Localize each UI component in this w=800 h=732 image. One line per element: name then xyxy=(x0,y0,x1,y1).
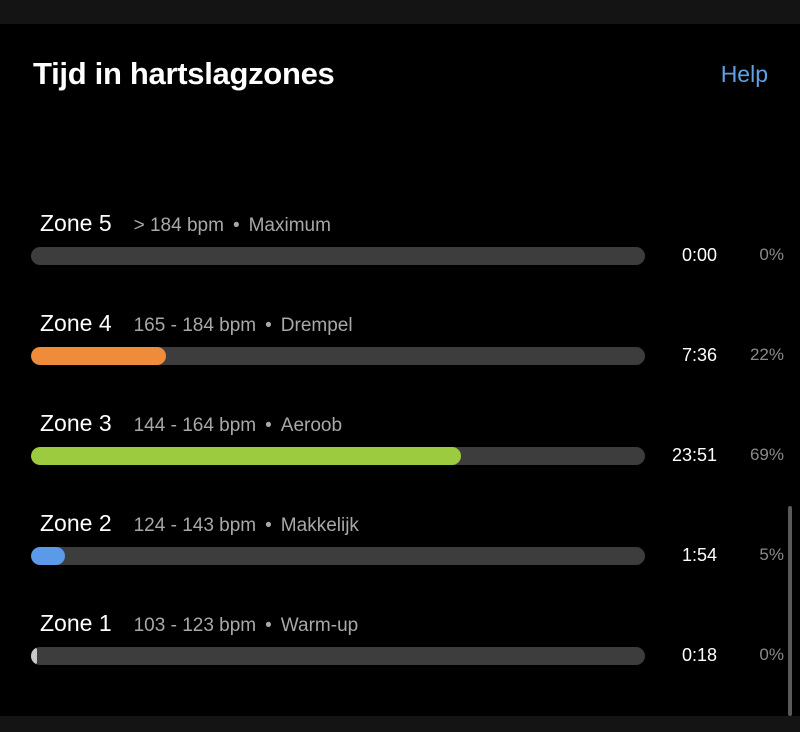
zone-label: Aeroob xyxy=(280,415,343,436)
zone-progress-fill xyxy=(31,347,166,365)
zone-percent: 69% xyxy=(749,445,784,464)
zone-header: Zone 3 144 - 164 bpm • Aeroob xyxy=(40,410,342,440)
bullet-separator: • xyxy=(232,215,240,236)
zone-name: Zone 1 xyxy=(40,610,112,636)
zone-progress-track xyxy=(31,547,645,565)
zone-header: Zone 4 165 - 184 bpm • Drempel xyxy=(40,310,353,340)
bullet-separator: • xyxy=(265,415,272,436)
zone-row-2: Zone 2 124 - 143 bpm • Makkelijk 1:54 5% xyxy=(0,510,800,600)
zone-progress-fill xyxy=(31,647,37,665)
zone-header: Zone 5 > 184 bpm • Maximum xyxy=(40,210,331,240)
bullet-separator: • xyxy=(265,615,272,636)
zone-row-5: Zone 5 > 184 bpm • Maximum 0:00 0% xyxy=(0,210,800,300)
zone-time: 23:51 xyxy=(671,445,717,465)
zone-progress-track xyxy=(31,647,645,665)
zone-label: Drempel xyxy=(280,315,353,336)
zone-bpm-range: 124 - 143 bpm xyxy=(133,515,257,536)
zone-time: 7:36 xyxy=(681,345,717,365)
zone-time: 0:00 xyxy=(681,245,717,265)
zone-header: Zone 1 103 - 123 bpm • Warm-up xyxy=(40,610,358,640)
zone-percent: 0% xyxy=(759,645,784,664)
zone-label: Maximum xyxy=(248,215,331,236)
zone-percent: 5% xyxy=(759,545,784,564)
zone-header: Zone 2 124 - 143 bpm • Makkelijk xyxy=(40,510,359,540)
zone-percent: 0% xyxy=(759,245,784,264)
bullet-separator: • xyxy=(265,515,272,536)
zone-row-1: Zone 1 103 - 123 bpm • Warm-up 0:18 0% xyxy=(0,610,800,700)
zone-name: Zone 3 xyxy=(40,410,112,436)
zone-bpm-range: 144 - 164 bpm xyxy=(133,415,257,436)
zone-progress-fill xyxy=(31,447,461,465)
zone-progress-fill xyxy=(31,547,65,565)
zone-bpm-range: 103 - 123 bpm xyxy=(133,615,257,636)
zone-label: Makkelijk xyxy=(280,515,359,536)
zone-time: 1:54 xyxy=(681,545,717,565)
zone-bpm-range: > 184 bpm xyxy=(133,215,224,236)
zone-row-3: Zone 3 144 - 164 bpm • Aeroob 23:51 69% xyxy=(0,410,800,500)
top-divider xyxy=(0,0,800,24)
zone-row-4: Zone 4 165 - 184 bpm • Drempel 7:36 22% xyxy=(0,310,800,400)
zone-name: Zone 2 xyxy=(40,510,112,536)
zone-label: Warm-up xyxy=(280,615,359,636)
zone-name: Zone 4 xyxy=(40,310,112,336)
bottom-divider xyxy=(0,716,800,732)
zone-bpm-range: 165 - 184 bpm xyxy=(133,315,257,336)
zone-name: Zone 5 xyxy=(40,210,112,236)
zone-progress-track xyxy=(31,247,645,265)
zone-progress-track xyxy=(31,447,645,465)
page-title: Tijd in hartslagzones xyxy=(33,56,335,91)
zone-progress-track xyxy=(31,347,645,365)
help-link[interactable]: Help xyxy=(720,61,768,87)
vertical-scrollbar[interactable] xyxy=(788,506,792,716)
zone-time: 0:18 xyxy=(681,645,717,665)
bullet-separator: • xyxy=(265,315,272,336)
zone-percent: 22% xyxy=(749,345,784,364)
